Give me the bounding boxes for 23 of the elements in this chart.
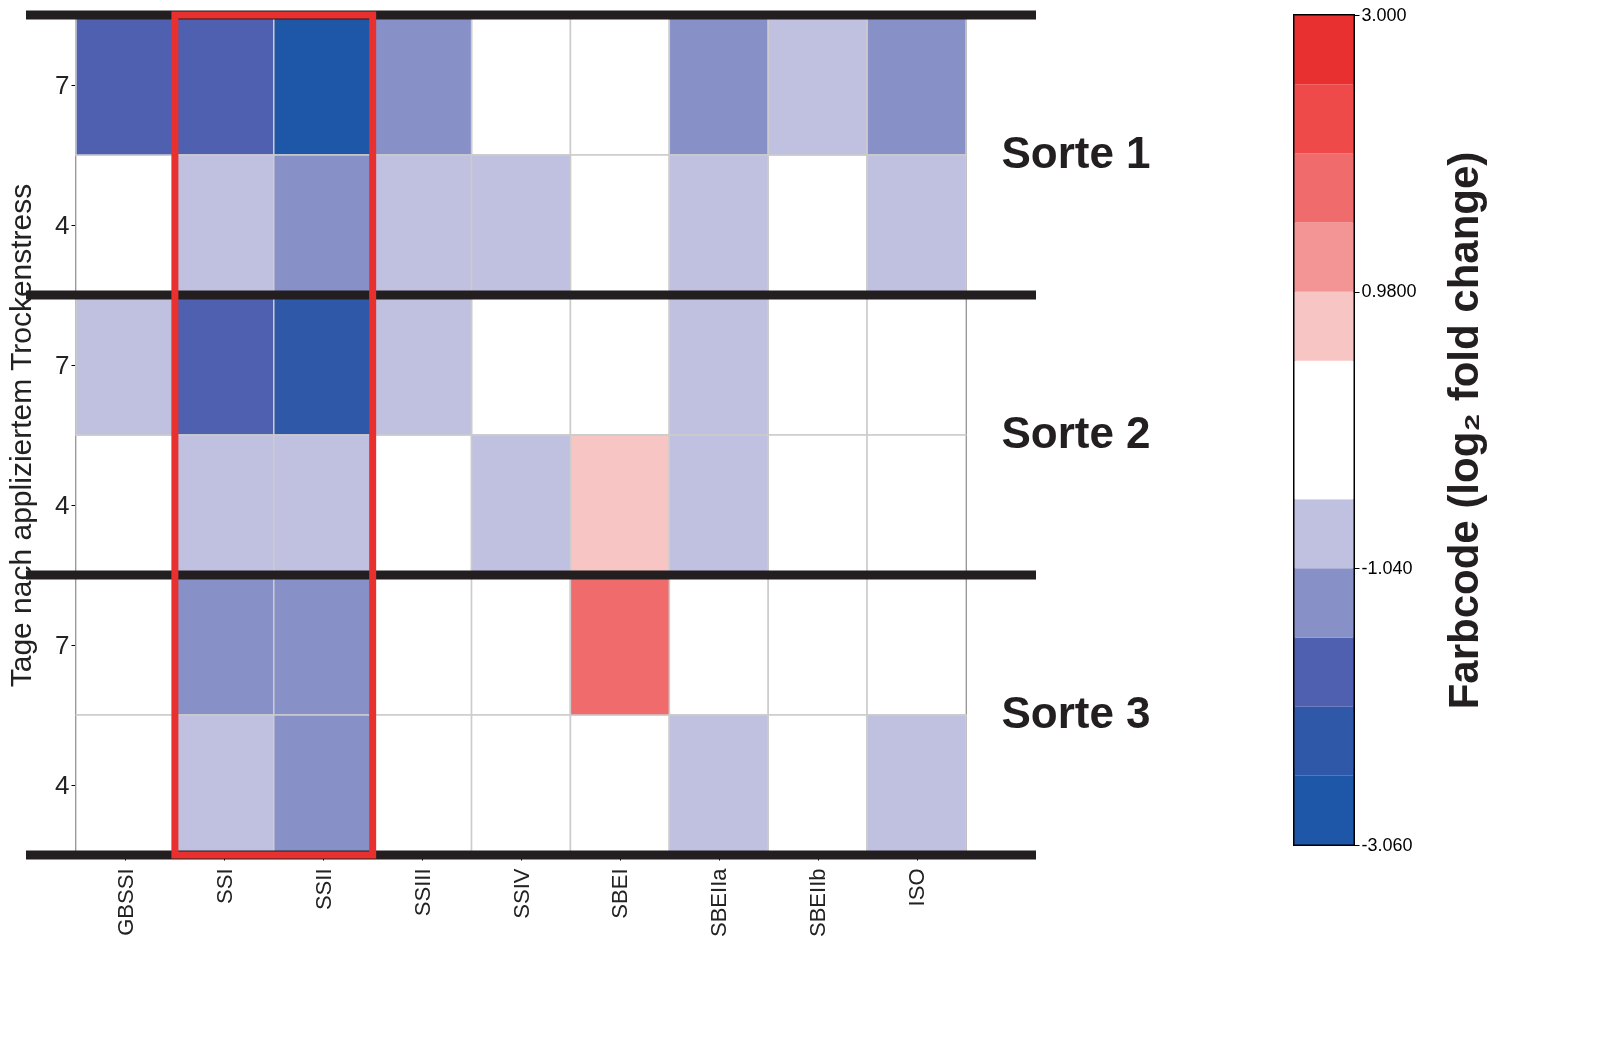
y-tick-label: 4 — [55, 209, 70, 240]
x-tick-label: ISO — [904, 868, 930, 907]
x-tick-label: SSIII — [409, 868, 435, 917]
x-tick-label: SBEI — [607, 868, 633, 919]
y-tick-label: 7 — [55, 349, 70, 380]
x-tick-label: SSII — [310, 868, 336, 911]
y-tick-label: 4 — [55, 769, 70, 800]
color-bar-label: 0.9800 — [1361, 281, 1417, 302]
y-tick-label: 7 — [55, 629, 70, 660]
annotation: Sorte 3 — [1001, 688, 1151, 737]
x-tick-label: SSIV — [508, 868, 534, 919]
annotation: Sorte 2 — [1001, 408, 1151, 457]
x-tick-label: SBEIIb — [805, 868, 831, 937]
color-bar-label: -1.040 — [1361, 557, 1413, 578]
color-bar-label: -3.060 — [1361, 834, 1413, 855]
annotation: Sorte 1 — [1001, 128, 1151, 177]
color-bar-label: 3.000 — [1361, 4, 1407, 25]
y-tick-label: 4 — [55, 489, 70, 520]
x-tick-label: GBSSI — [112, 868, 138, 936]
color-bar-title: Farbcode (log₂ fold change) — [1439, 151, 1487, 710]
x-tick-label: SSI — [211, 868, 237, 904]
x-tick-label: SBEIIa — [706, 867, 732, 937]
y-tick-label: 7 — [55, 69, 70, 100]
